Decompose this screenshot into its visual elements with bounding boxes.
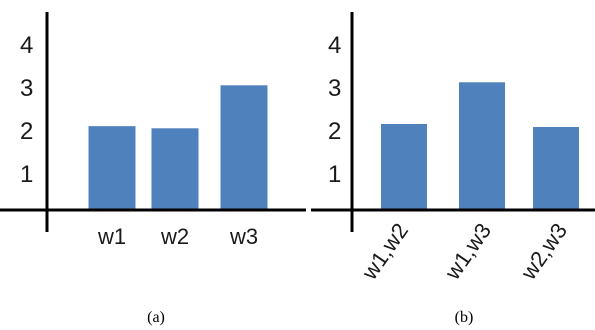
chart-a-xlabel-w3: w3 [229, 224, 258, 249]
chart-b-xlabel-w1w3: w1,w3 [439, 219, 496, 285]
chart-b-bar-w1w3 [459, 82, 505, 210]
chart-a-ytick-1: 1 [20, 161, 33, 188]
chart-a-bar-w1 [88, 126, 136, 210]
chart-b: 1 2 3 4 w1,w2 w1,w3 w2,w3 (b) [311, 12, 595, 326]
chart-b-bars [381, 82, 579, 210]
chart-a-bars [88, 85, 268, 210]
chart-a-xlabel-w2: w2 [160, 224, 189, 249]
chart-a: 1 2 3 4 w1 w2 w3 (a) [0, 12, 306, 326]
chart-b-xlabel-w1w2: w1,w2 [356, 219, 413, 285]
chart-b-ytick-3: 3 [328, 75, 341, 102]
chart-a-xlabel-w1: w1 [97, 224, 126, 249]
chart-b-caption: (b) [455, 309, 474, 326]
chart-a-ytick-3: 3 [20, 75, 33, 102]
chart-b-ytick-4: 4 [328, 32, 341, 59]
chart-b-bar-w2w3 [533, 127, 579, 210]
chart-b-ytick-2: 2 [328, 118, 341, 145]
chart-b-ytick-1: 1 [328, 161, 341, 188]
chart-a-bar-w3 [220, 85, 268, 210]
chart-a-ytick-4: 4 [20, 32, 33, 59]
chart-a-ytick-2: 2 [20, 118, 33, 145]
chart-b-xlabel-w2w3: w2,w3 [515, 219, 572, 285]
chart-a-caption: (a) [147, 309, 165, 326]
chart-a-bar-w2 [151, 128, 199, 210]
chart-b-bar-w1w2 [381, 124, 427, 210]
